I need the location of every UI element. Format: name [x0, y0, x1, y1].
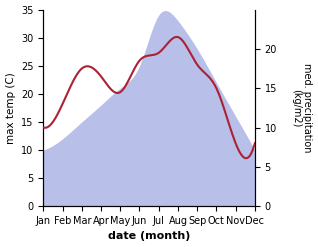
- X-axis label: date (month): date (month): [108, 231, 190, 242]
- Y-axis label: max temp (C): max temp (C): [5, 72, 16, 144]
- Y-axis label: med. precipitation
(kg/m2): med. precipitation (kg/m2): [291, 63, 313, 153]
